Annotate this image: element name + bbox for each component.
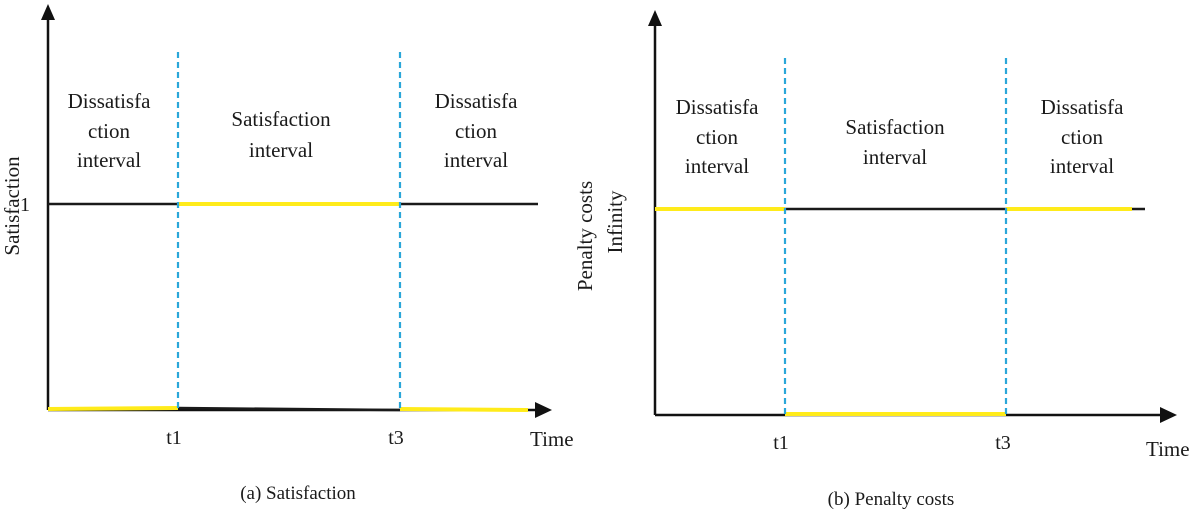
interval-left-line2: ction [88, 119, 130, 143]
tick-t3: t3 [995, 432, 1011, 454]
interval-left-line2: ction [696, 125, 738, 149]
x-axis-label: Time [530, 427, 574, 451]
y-axis-arrow [41, 4, 55, 20]
y-axis-arrow [648, 10, 662, 26]
zero-line-left-highlight [47, 406, 179, 411]
x-axis-arrow [535, 402, 552, 418]
y-axis-label-line2: Infinity [603, 190, 627, 253]
interval-right-line2: ction [1061, 125, 1103, 149]
interval-mid-line1: Satisfaction [231, 107, 331, 131]
interval-left-line1: Dissatisfa [68, 89, 152, 113]
y-axis-label: Satisfaction [0, 156, 24, 256]
zero-line-right-highlight [399, 407, 529, 412]
interval-mid-line2: interval [863, 145, 927, 169]
y-axis-label-line1: Penalty costs [573, 181, 597, 291]
interval-right-line3: interval [1050, 154, 1114, 178]
caption-b: (b) Penalty costs [828, 489, 955, 510]
interval-right-line1: Dissatisfa [1041, 95, 1125, 119]
interval-mid-line2: interval [249, 138, 313, 162]
tick-t3: t3 [388, 427, 404, 449]
tick-t1: t1 [166, 427, 182, 449]
x-axis-label: Time [1146, 437, 1190, 461]
panel-penalty-costs: Penalty costs Infinity Dissatisfa ction … [573, 10, 1190, 510]
panel-satisfaction: Satisfaction 1 Dissatisfa ction interval… [0, 4, 574, 504]
interval-left-line3: interval [685, 154, 749, 178]
interval-right-line1: Dissatisfa [435, 89, 519, 113]
tick-t1: t1 [773, 432, 789, 454]
zero-line-mid [177, 406, 401, 412]
caption-a: (a) Satisfaction [240, 483, 356, 504]
y-tick-1: 1 [20, 194, 30, 216]
x-axis-arrow [1160, 407, 1177, 423]
interval-right-line2: ction [455, 119, 497, 143]
interval-mid-line1: Satisfaction [845, 115, 945, 139]
interval-right-line3: interval [444, 148, 508, 172]
interval-left-line1: Dissatisfa [676, 95, 760, 119]
interval-left-line3: interval [77, 148, 141, 172]
